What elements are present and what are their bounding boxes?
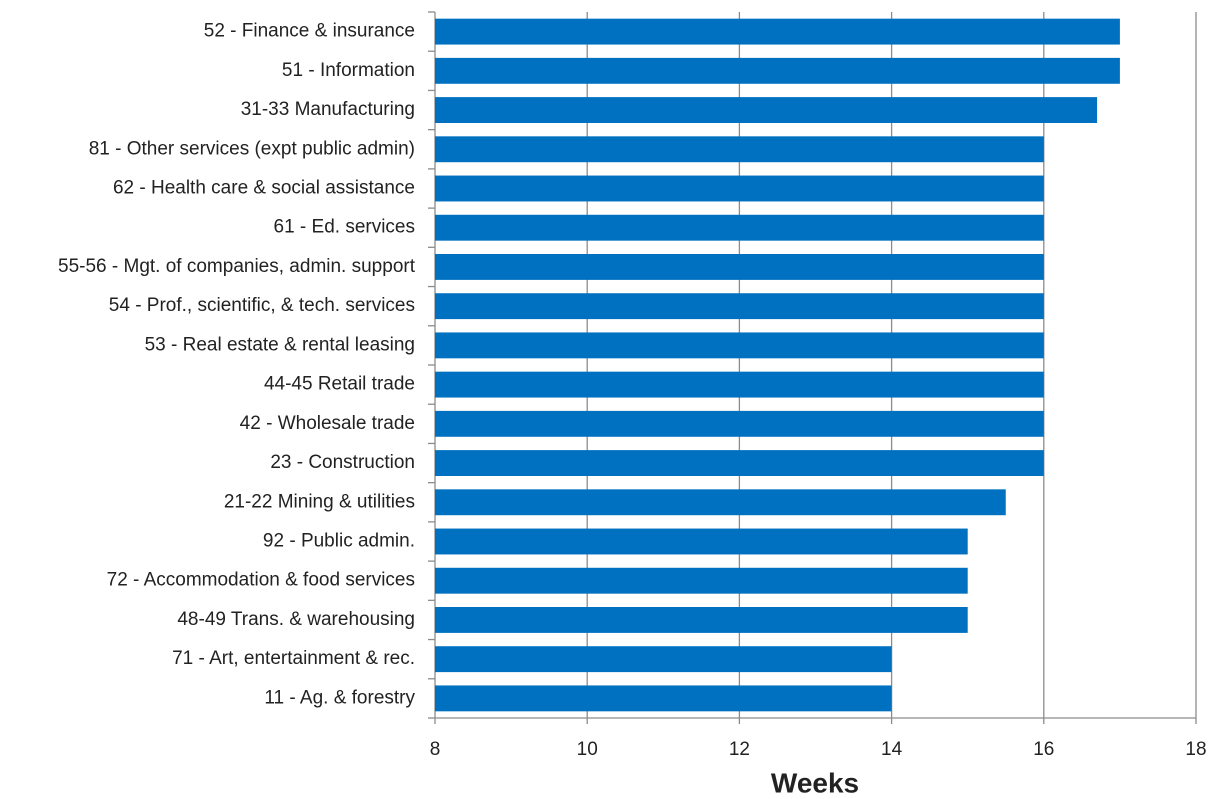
y-tick-label: 92 - Public admin. — [263, 531, 415, 552]
y-tick-label: 55-56 - Mgt. of companies, admin. suppor… — [58, 256, 416, 277]
y-tick-label: 31-33 Manufacturing — [241, 99, 415, 120]
y-tick-label: 44-45 Retail trade — [264, 374, 415, 395]
x-tick-label: 18 — [1185, 739, 1206, 760]
y-tick-label: 81 - Other services (expt public admin) — [89, 138, 415, 159]
x-tick-label: 10 — [577, 739, 598, 760]
bar — [435, 18, 1120, 45]
bar — [435, 685, 892, 712]
bar — [435, 214, 1044, 241]
y-tick-label: 52 - Finance & insurance — [204, 21, 415, 42]
bar — [435, 175, 1044, 202]
x-tick-label: 16 — [1033, 739, 1054, 760]
bar — [435, 646, 892, 673]
y-tick-label: 21-22 Mining & utilities — [224, 491, 415, 512]
y-tick-label: 11 - Ag. & forestry — [264, 687, 415, 708]
bar — [435, 332, 1044, 359]
bar — [435, 136, 1044, 163]
y-tick-label: 54 - Prof., scientific, & tech. services — [109, 295, 415, 316]
y-tick-label: 48-49 Trans. & warehousing — [177, 609, 415, 630]
bar — [435, 97, 1098, 123]
bar — [435, 371, 1044, 398]
bar — [435, 57, 1120, 84]
y-tick-label: 71 - Art, entertainment & rec. — [172, 648, 415, 669]
y-tick-label: 42 - Wholesale trade — [240, 413, 415, 434]
bar — [435, 450, 1044, 476]
y-tick-label: 61 - Ed. services — [274, 217, 416, 238]
bar — [435, 254, 1044, 280]
y-tick-label: 62 - Health care & social assistance — [113, 178, 415, 199]
x-tick-label: 8 — [430, 739, 441, 760]
bar — [435, 489, 1006, 516]
x-tick-label: 14 — [881, 739, 903, 760]
bar — [435, 567, 968, 594]
bar — [435, 293, 1044, 320]
y-tick-label: 23 - Construction — [270, 452, 415, 473]
y-tick-label: 53 - Real estate & rental leasing — [145, 334, 415, 355]
bar — [435, 607, 968, 633]
y-tick-label: 72 - Accommodation & food services — [107, 570, 415, 591]
y-tick-label: 51 - Information — [282, 60, 415, 81]
x-tick-label: 12 — [729, 739, 750, 760]
bar — [435, 528, 968, 555]
bar — [435, 410, 1044, 437]
x-axis-title: Weeks — [771, 767, 859, 798]
